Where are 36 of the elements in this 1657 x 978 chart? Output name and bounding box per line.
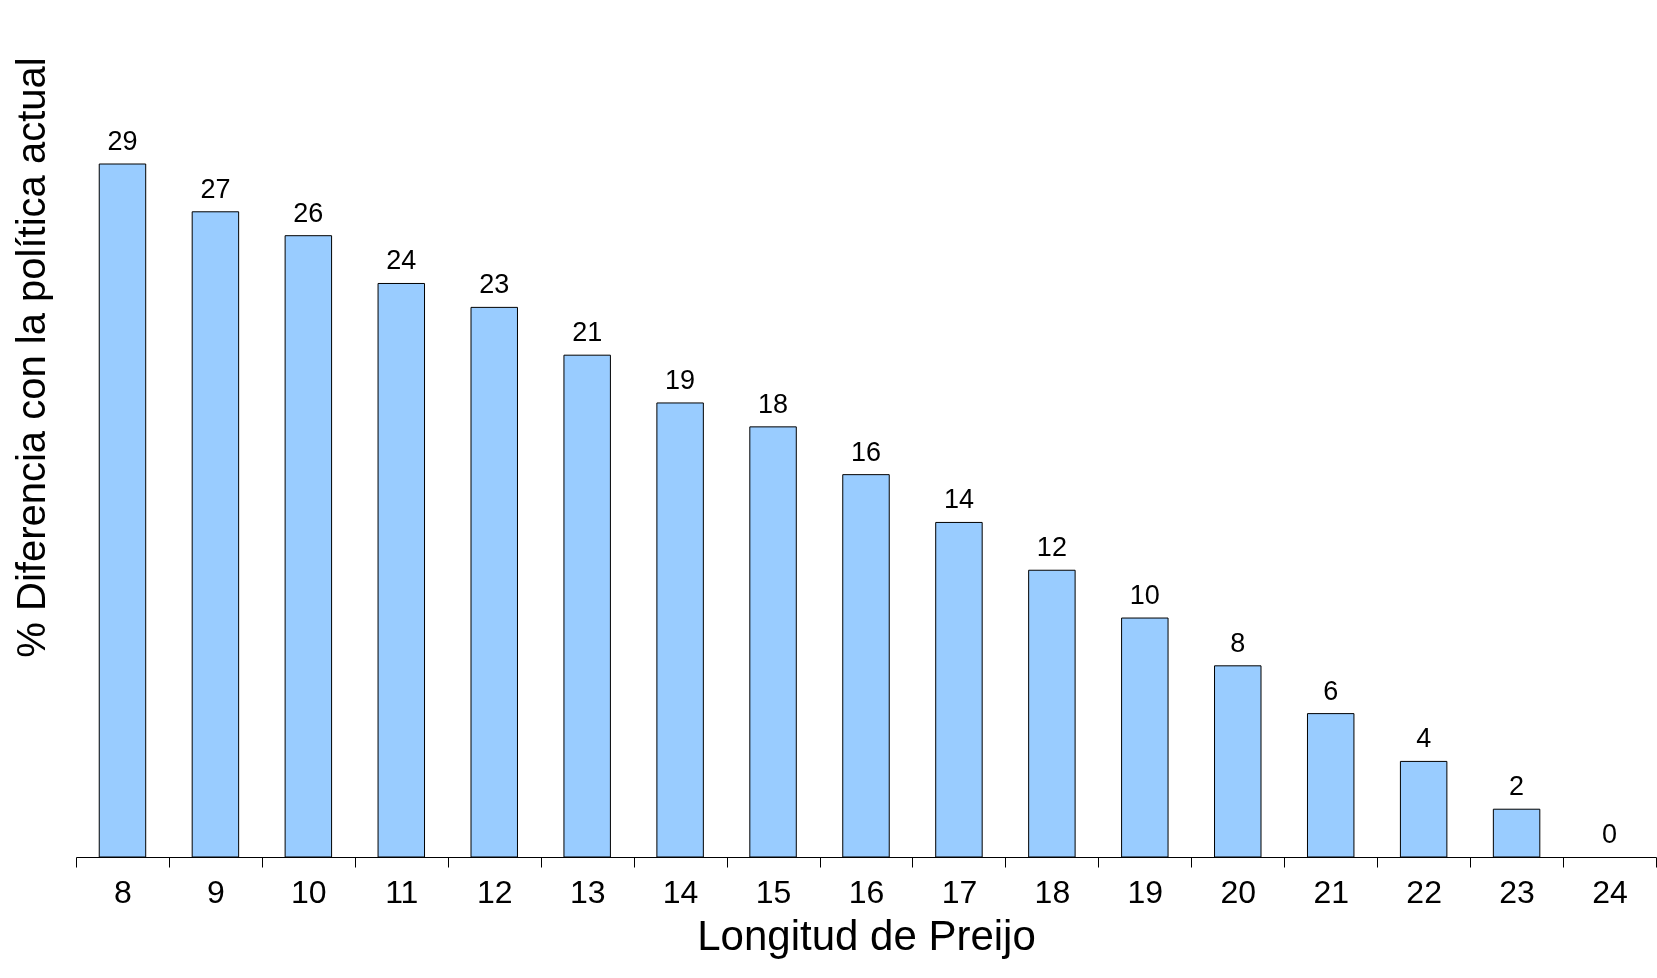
x-tick-label: 10	[291, 873, 327, 910]
x-tick-label: 9	[207, 873, 225, 910]
x-tick-label: 16	[848, 873, 885, 910]
data-label: 21	[572, 317, 603, 348]
y-axis-title: % Diferencia con la política actual	[8, 57, 53, 658]
x-tick-label: 8	[114, 873, 132, 910]
data-label: 18	[758, 388, 789, 419]
data-label: 16	[850, 436, 882, 467]
data-label: 24	[386, 245, 417, 276]
x-tick-label: 12	[476, 873, 513, 910]
x-tick-label: 19	[1127, 873, 1164, 910]
data-label: 4	[1416, 723, 1432, 754]
x-tick-label: 14	[662, 873, 699, 910]
x-tick-label: 21	[1313, 873, 1349, 910]
x-tick-label: 11	[385, 873, 419, 910]
x-tick-label: 23	[1499, 873, 1535, 910]
data-label: 6	[1323, 675, 1339, 706]
x-tick-label: 18	[1034, 873, 1071, 910]
x-tick-label: 17	[941, 873, 978, 910]
data-label: 26	[293, 197, 324, 228]
data-label: 14	[943, 484, 974, 515]
x-tick-label: 22	[1406, 873, 1442, 910]
data-label: 12	[1036, 532, 1067, 563]
data-label: 29	[107, 126, 138, 156]
data-label: 19	[665, 364, 696, 395]
x-axis-title: Longitud de Preijo	[697, 911, 1036, 959]
x-tick-label: 15	[755, 873, 792, 910]
x-tick-label: 20	[1220, 873, 1257, 910]
x-tick-label: 13	[569, 873, 606, 910]
data-label: 10	[1129, 580, 1160, 611]
data-label: 2	[1509, 771, 1525, 802]
x-tick-label: 24	[1592, 873, 1628, 910]
data-label: 27	[200, 173, 231, 204]
data-label: 23	[479, 269, 510, 300]
data-label: 0	[1602, 819, 1618, 849]
data-label: 8	[1230, 627, 1246, 658]
